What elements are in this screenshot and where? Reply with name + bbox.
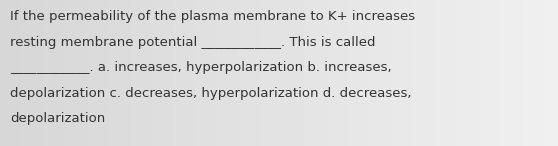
Text: depolarization: depolarization xyxy=(10,112,105,125)
Text: resting membrane potential ____________. This is called: resting membrane potential ____________.… xyxy=(10,36,376,49)
Text: depolarization c. decreases, hyperpolarization d. decreases,: depolarization c. decreases, hyperpolari… xyxy=(10,87,412,100)
Text: ____________. a. increases, hyperpolarization b. increases,: ____________. a. increases, hyperpolariz… xyxy=(10,61,392,74)
Text: If the permeability of the plasma membrane to K+ increases: If the permeability of the plasma membra… xyxy=(10,10,415,23)
